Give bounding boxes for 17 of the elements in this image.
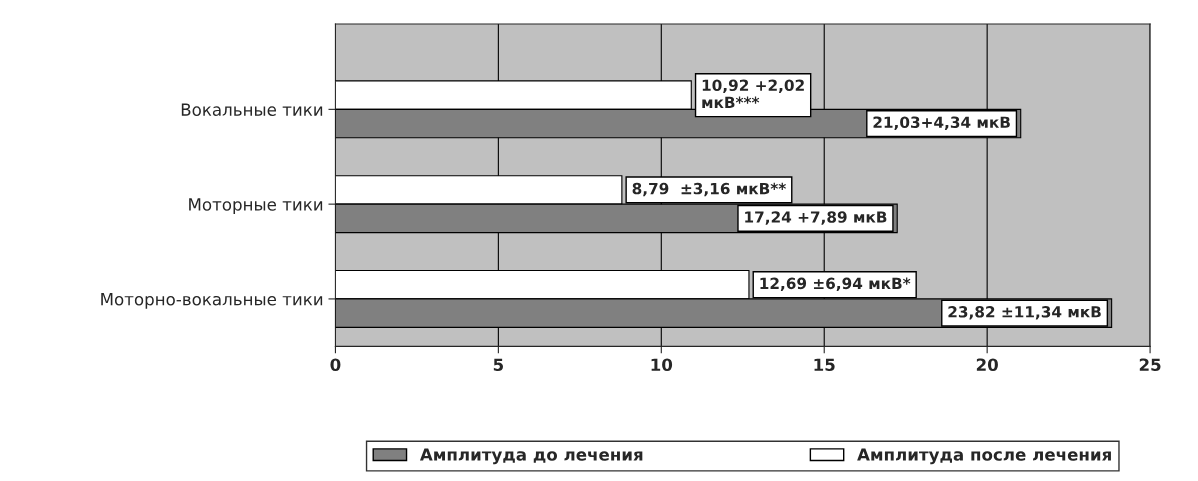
x-tick-label: 15 [814, 358, 835, 372]
data-label: 10,92 +2,02 мкВ*** [702, 79, 804, 108]
y-tick-label: Вокальные тики [181, 103, 323, 116]
data-label: 23,82 ±11,34 мкВ [948, 306, 1101, 320]
data-label: 8,79 ±3,16 мкВ** [632, 182, 786, 197]
x-tick-label: 20 [976, 358, 998, 372]
x-tick-label: 10 [651, 358, 673, 372]
legend-label: Амплитуда после лечения [857, 448, 1111, 465]
data-label: 21,03+4,34 мкВ [873, 116, 1010, 130]
data-label: 12,69 ±6,94 мкВ* [760, 277, 911, 292]
x-tick-label: 5 [493, 358, 503, 372]
x-tick-label: 25 [1139, 358, 1161, 372]
y-tick-label: Моторные тики [189, 198, 323, 214]
x-tick-label: 0 [330, 358, 341, 372]
legend-label: Амплитуда до лечения [419, 448, 643, 465]
y-tick-label: Моторно-вокальные тики [101, 293, 323, 309]
data-label: 17,24 +7,89 мкВ [745, 211, 887, 225]
